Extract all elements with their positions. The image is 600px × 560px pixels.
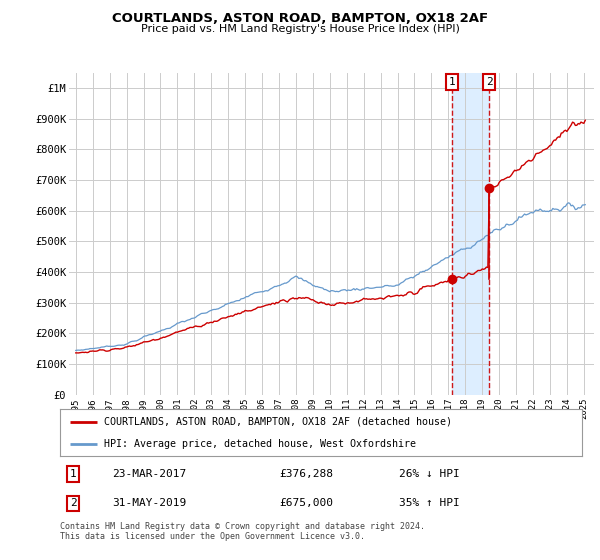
Text: HPI: Average price, detached house, West Oxfordshire: HPI: Average price, detached house, West… [104, 438, 416, 449]
Text: £376,288: £376,288 [279, 469, 333, 479]
Bar [452, 73, 490, 395]
Text: 26% ↓ HPI: 26% ↓ HPI [400, 469, 460, 479]
Text: Contains HM Land Registry data © Crown copyright and database right 2024.
This d: Contains HM Land Registry data © Crown c… [60, 522, 425, 542]
Text: 2: 2 [486, 77, 493, 87]
Text: £675,000: £675,000 [279, 498, 333, 508]
Text: 35% ↑ HPI: 35% ↑ HPI [400, 498, 460, 508]
Text: 1: 1 [449, 77, 455, 87]
Text: COURTLANDS, ASTON ROAD, BAMPTON, OX18 2AF (detached house): COURTLANDS, ASTON ROAD, BAMPTON, OX18 2A… [104, 417, 452, 427]
Text: COURTLANDS, ASTON ROAD, BAMPTON, OX18 2AF: COURTLANDS, ASTON ROAD, BAMPTON, OX18 2A… [112, 12, 488, 25]
Text: 31-MAY-2019: 31-MAY-2019 [112, 498, 187, 508]
Text: Price paid vs. HM Land Registry's House Price Index (HPI): Price paid vs. HM Land Registry's House … [140, 24, 460, 34]
Text: 23-MAR-2017: 23-MAR-2017 [112, 469, 187, 479]
Text: 2: 2 [70, 498, 76, 508]
Text: 1: 1 [70, 469, 76, 479]
